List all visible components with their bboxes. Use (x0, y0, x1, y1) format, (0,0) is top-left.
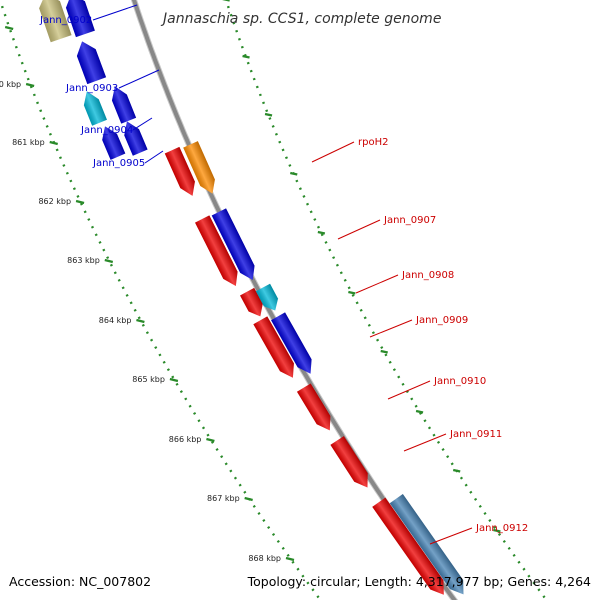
tick-label: 867 kbp (207, 494, 240, 503)
label-leader-line (369, 319, 413, 338)
tick-mark (49, 140, 59, 146)
gene-arrow[interactable] (107, 83, 137, 124)
gene-label-jann_0902[interactable]: Jann_0902 (39, 15, 92, 26)
outer-tick-track (224, 0, 548, 600)
gene-arrow[interactable] (79, 88, 107, 126)
gene-arrow[interactable] (330, 436, 374, 492)
tick-mark (206, 437, 215, 443)
gene-label-jann_0903[interactable]: Jann_0903 (65, 83, 118, 94)
tick-mark (104, 258, 114, 264)
tick-label: 864 kbp (99, 316, 132, 325)
gene-shading (255, 283, 278, 311)
gene-shading (372, 497, 444, 595)
tick-label: 860 kbp (0, 80, 21, 89)
gene-label-jann_0912[interactable]: Jann_0912 (475, 523, 528, 534)
gene-arrow[interactable] (240, 287, 267, 320)
tick-label: 865 kbp (132, 375, 165, 384)
gene-shading (111, 86, 137, 124)
gene-shading (164, 146, 195, 196)
gene-arrow[interactable] (296, 383, 337, 434)
tick-label: 868 kbp (248, 554, 281, 563)
gene-shading (183, 141, 215, 194)
gene-shading (102, 126, 126, 160)
tick-label: 863 kbp (67, 256, 100, 265)
gene-shading (330, 436, 368, 488)
tick-mark-minor (264, 112, 273, 117)
tick-label: 861 kbp (12, 138, 45, 147)
tick-mark-minor (415, 409, 424, 414)
gene-shading (124, 121, 148, 156)
label-leader-line (355, 274, 399, 294)
gene-label-jann_0905[interactable]: Jann_0905 (92, 158, 145, 169)
gene-shading (253, 316, 294, 378)
gene-label-jann_0904[interactable]: Jann_0904 (80, 125, 133, 136)
gene-shading (211, 208, 255, 281)
gene-arrow[interactable] (120, 118, 148, 156)
label-leader-line (403, 433, 447, 452)
tick-mark-minor (348, 290, 356, 295)
tick-mark (169, 377, 179, 383)
gene-shading (296, 383, 331, 431)
tick-mark-minor (242, 54, 250, 59)
gene-label-jann_0908[interactable]: Jann_0908 (401, 270, 454, 281)
tick-mark-minor (317, 230, 326, 235)
label-leader-line (144, 150, 164, 164)
gene-label-jann_0907[interactable]: Jann_0907 (383, 215, 436, 226)
gene-label-jann_0909[interactable]: Jann_0909 (415, 315, 468, 326)
label-leader-line (92, 4, 138, 21)
tick-mark-minor (493, 528, 501, 533)
tick-mark (75, 199, 85, 205)
gene-arrow[interactable] (73, 38, 107, 85)
gene-arrow[interactable] (195, 215, 243, 289)
gene-arrow[interactable] (253, 316, 299, 381)
gene-arrow[interactable] (271, 312, 317, 377)
gene-shading (389, 494, 464, 595)
gene-arrow[interactable] (183, 141, 220, 197)
gene-shading (65, 0, 95, 38)
genome-title: Jannaschia sp. CCS1, complete genome (160, 11, 441, 27)
gene-shading (83, 91, 107, 126)
gene-arrow[interactable] (211, 208, 260, 283)
gene-arrow[interactable] (164, 146, 200, 199)
gene-arrow[interactable] (255, 283, 282, 314)
gene-arrow[interactable] (98, 123, 126, 160)
label-leader-line (337, 219, 381, 240)
tick-mark-minor (452, 468, 461, 473)
tick-mark (4, 25, 14, 31)
gene-shading (39, 0, 72, 43)
gene-label-jann_0911[interactable]: Jann_0911 (449, 429, 502, 440)
gene-label-rpoh2[interactable]: rpoH2 (358, 137, 388, 148)
accession-text: Accession: NC_007802 (9, 574, 152, 589)
gene-shading (271, 312, 312, 374)
tick-label: 862 kbp (38, 197, 71, 206)
tick-mark (285, 556, 295, 562)
gene-shading (195, 215, 238, 287)
gene-shading (240, 287, 263, 317)
tick-mark-minor (290, 171, 298, 176)
topology-text: Topology: circular; Length: 4,317,977 bp… (247, 574, 591, 589)
tick-mark (136, 318, 145, 324)
gene-shading (76, 41, 107, 85)
gene-arrow[interactable] (35, 0, 72, 43)
tick-label: 866 kbp (169, 435, 202, 444)
label-leader-line (118, 69, 160, 89)
tick-mark (244, 496, 253, 502)
gene-arrow[interactable] (62, 0, 95, 38)
label-leader-line (132, 117, 153, 131)
gene-arrow[interactable] (389, 494, 470, 599)
label-leader-line (387, 380, 431, 400)
gene-label-jann_0910[interactable]: Jann_0910 (433, 376, 486, 387)
label-leader-line (429, 527, 473, 545)
label-leader-line (311, 141, 355, 163)
tick-mark-minor (222, 0, 230, 2)
tick-mark (25, 82, 35, 88)
tick-mark-minor (380, 349, 388, 354)
inner-tick-track (0, 0, 322, 600)
gene-arrow[interactable] (372, 497, 450, 600)
